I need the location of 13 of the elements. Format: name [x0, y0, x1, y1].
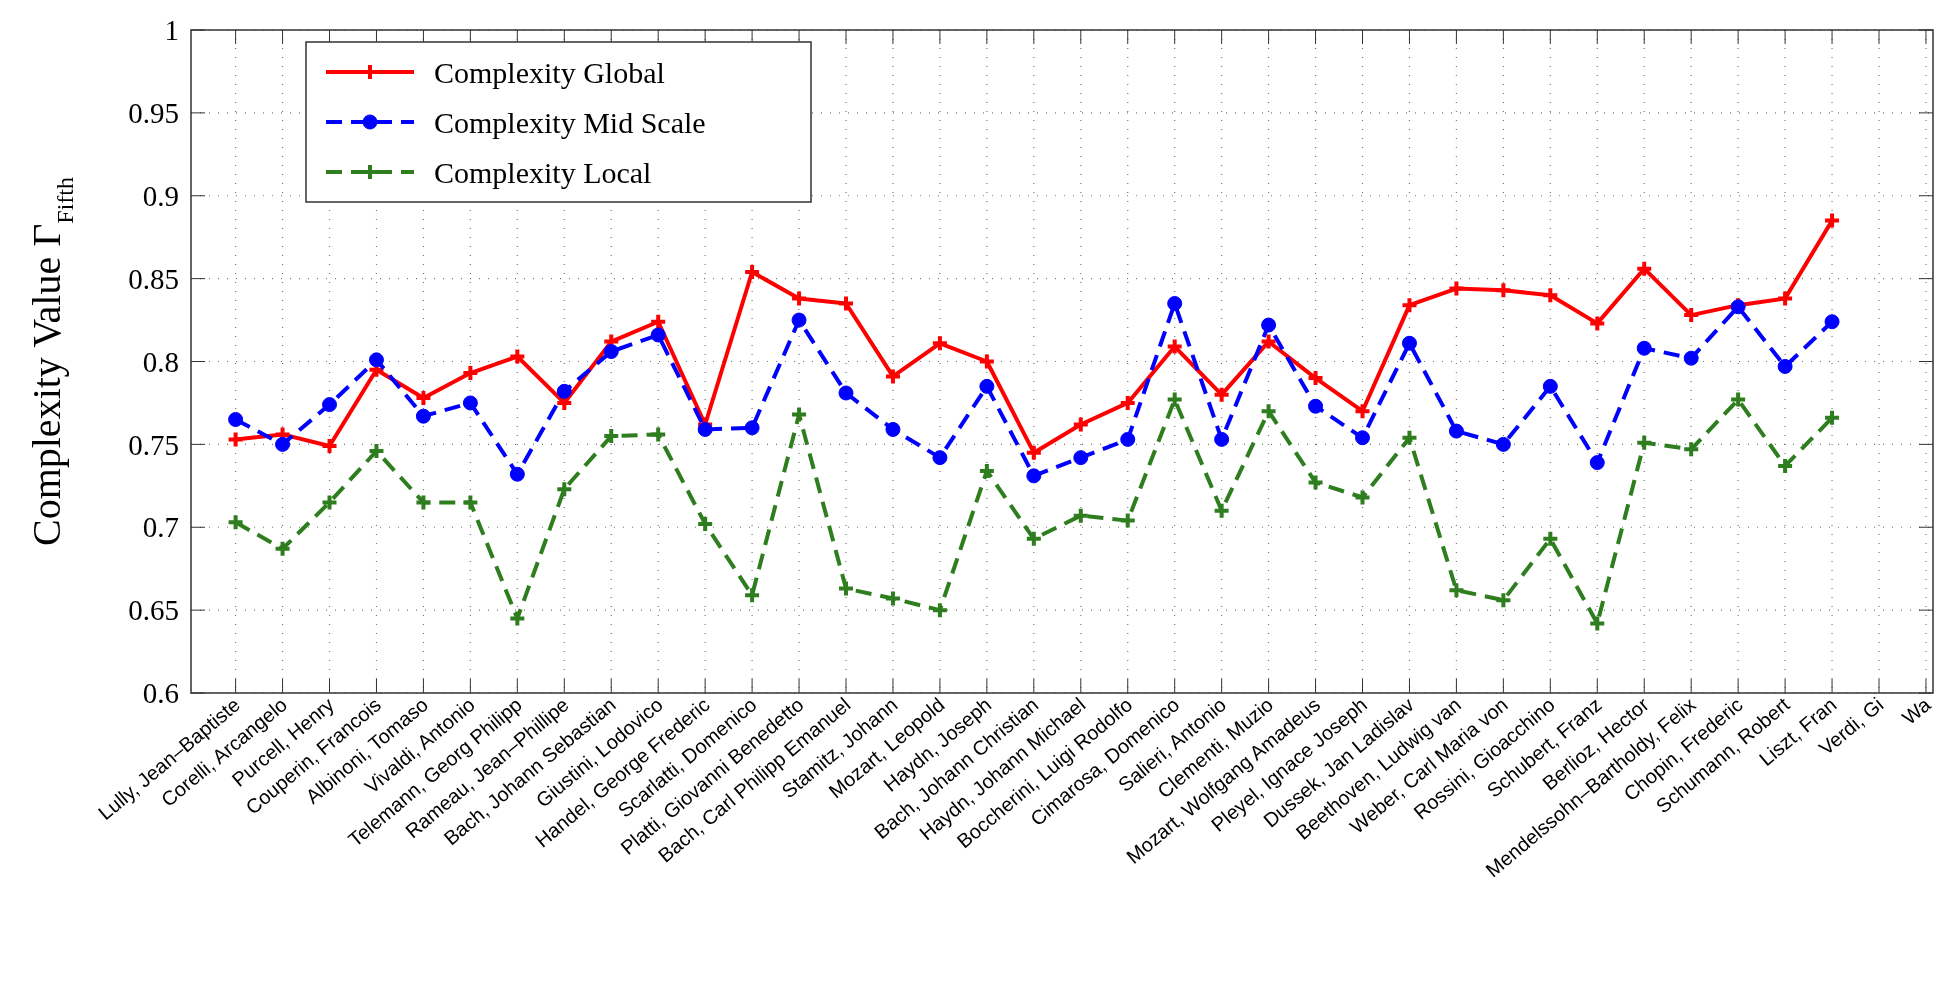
y-tick-label: 1	[164, 14, 179, 47]
x-tick-label: Wa	[1897, 692, 1936, 729]
y-tick-label: 0.85	[128, 262, 179, 295]
y-tick-label: 0.9	[142, 179, 179, 212]
y-tick-label: 0.75	[128, 428, 179, 461]
legend-label: Complexity Local	[434, 155, 652, 189]
y-tick-label: 0.95	[128, 97, 179, 130]
y-tick-label: 0.8	[142, 345, 179, 378]
y-tick-label: 0.6	[142, 677, 179, 710]
legend-label: Complexity Mid Scale	[434, 105, 706, 139]
legend-label: Complexity Global	[434, 55, 665, 89]
y-tick-label: 0.7	[142, 511, 179, 544]
y-tick-label: 0.65	[128, 594, 179, 627]
